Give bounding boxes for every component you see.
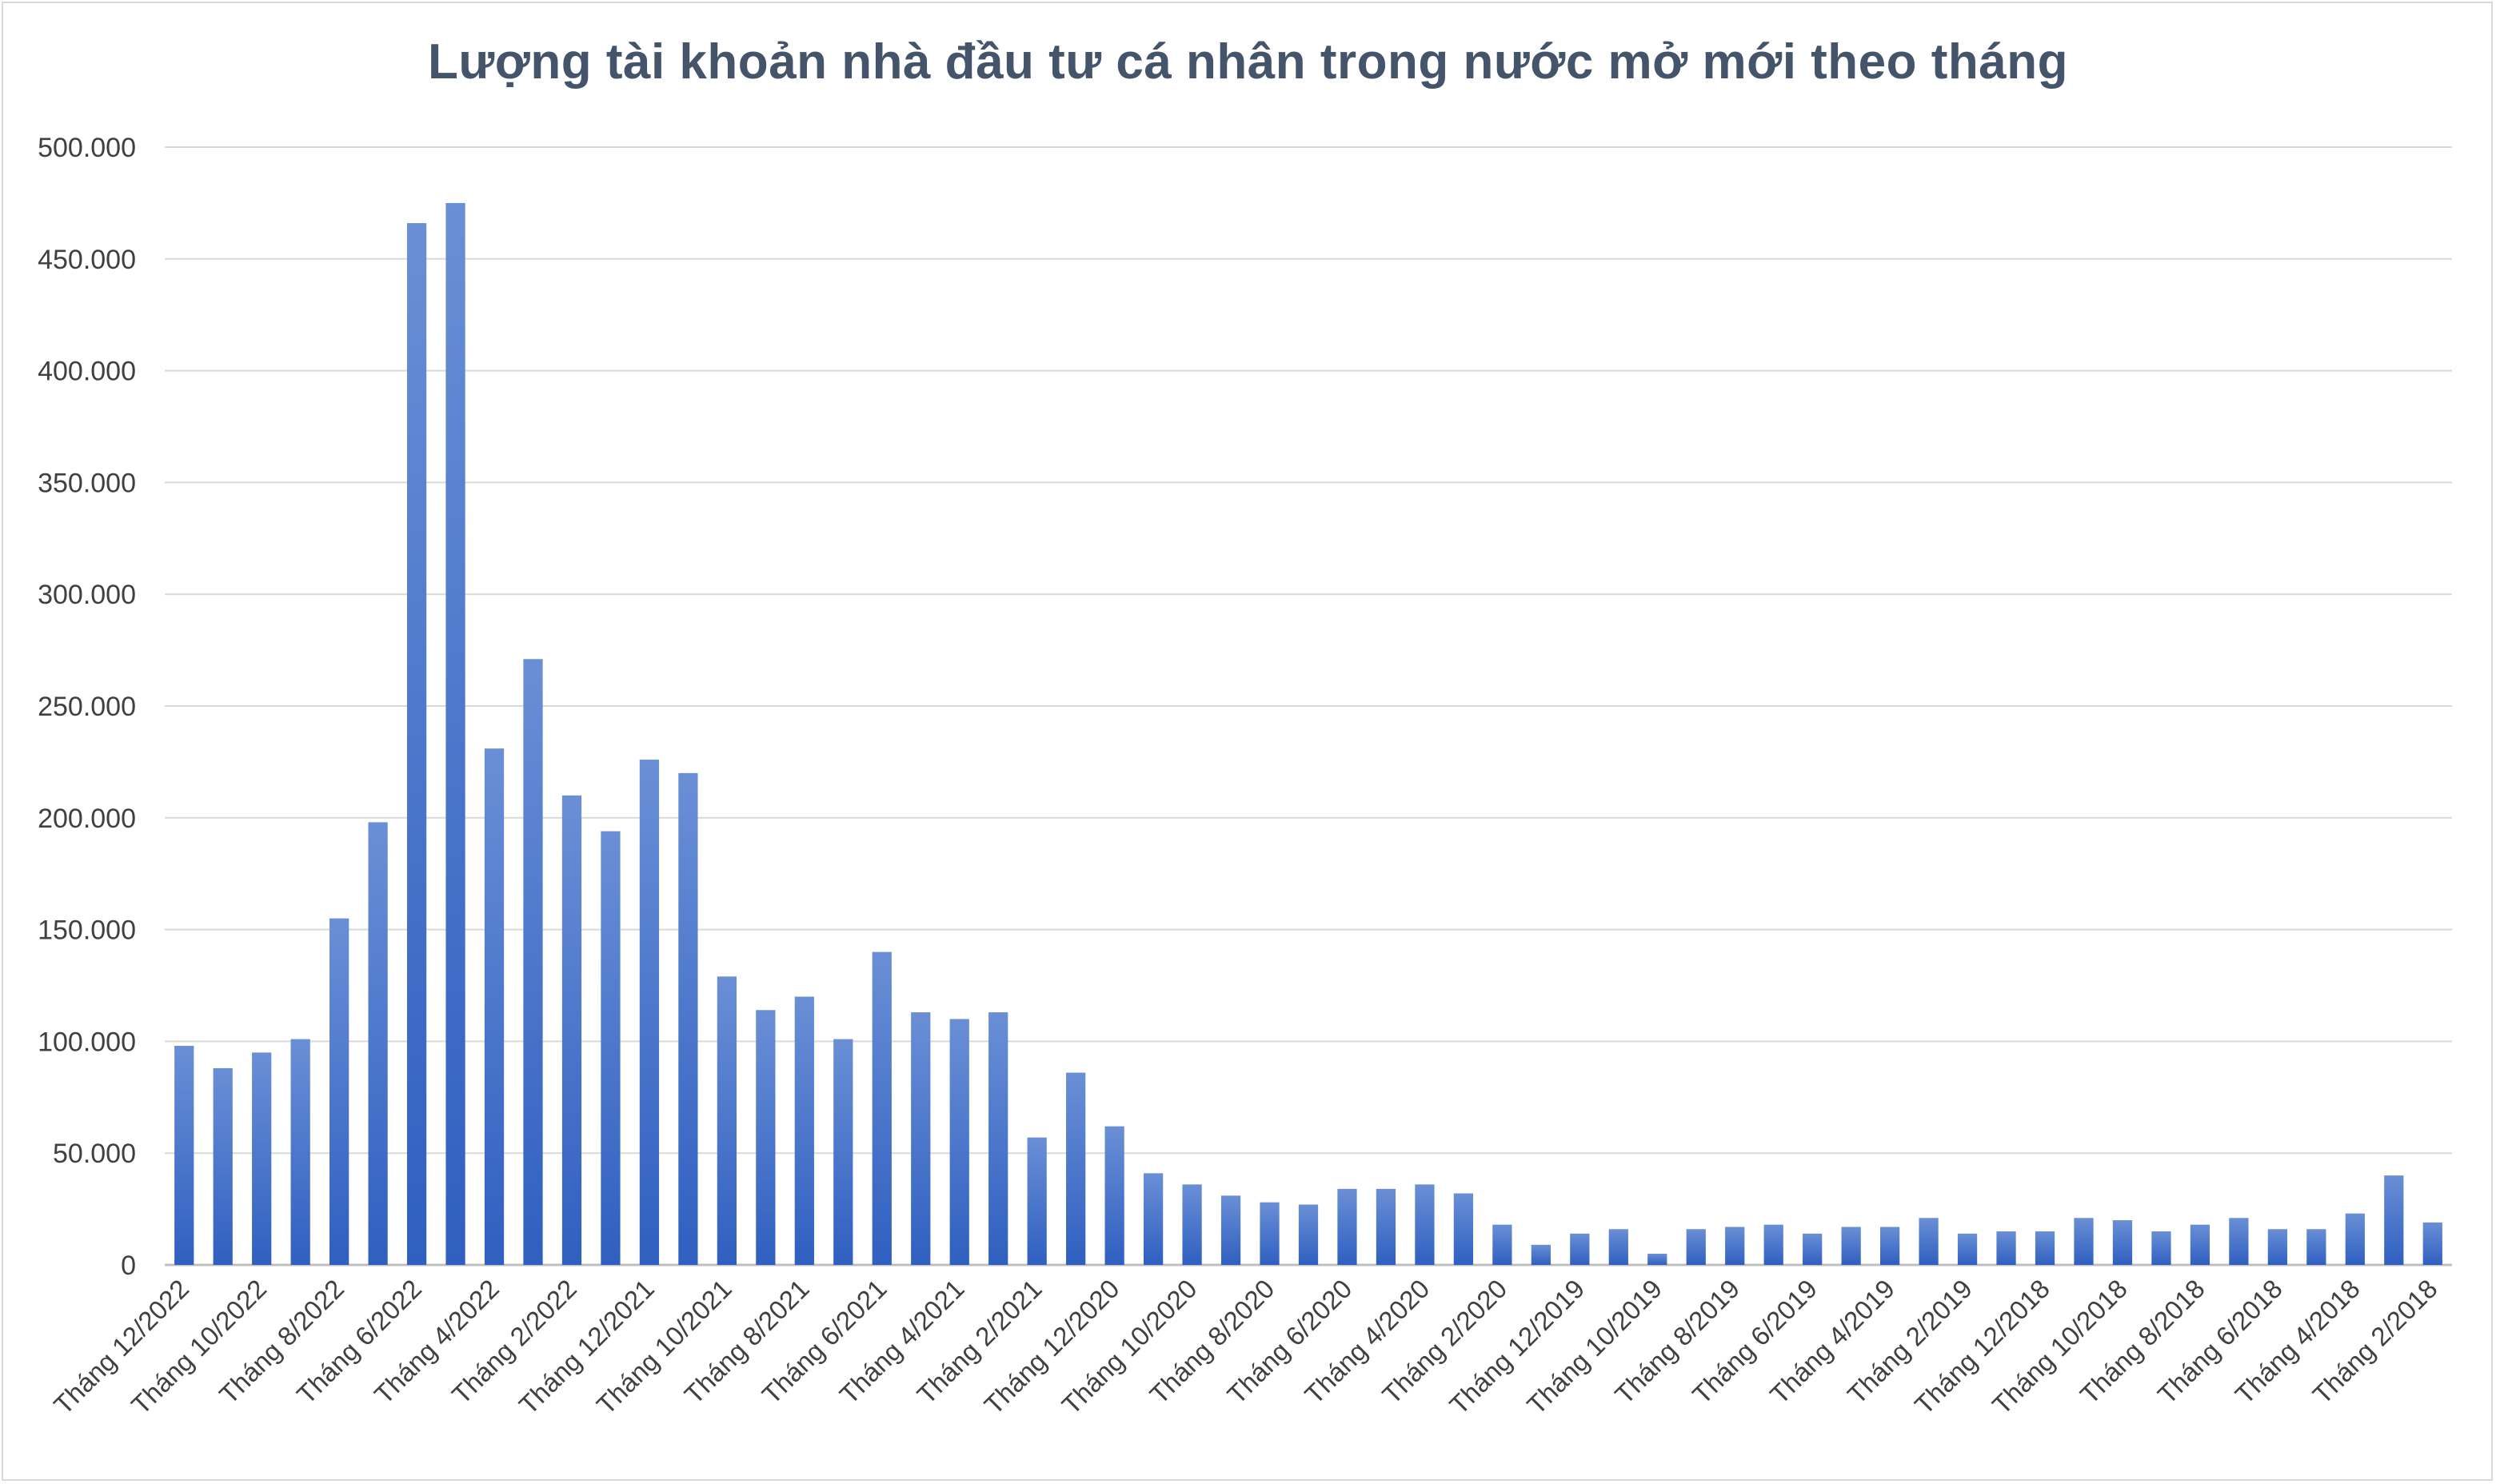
bar	[1957, 1233, 1978, 1265]
bar	[1608, 1229, 1628, 1265]
chart-title: Lượng tài khoản nhà đầu tư cá nhân trong…	[428, 34, 2068, 90]
bar	[406, 223, 427, 1266]
bar	[1220, 1195, 1241, 1265]
bar	[1570, 1233, 1590, 1265]
bar	[1104, 1126, 1124, 1265]
bar	[794, 996, 814, 1265]
y-tick-label: 400.000	[38, 357, 136, 387]
bar	[2035, 1231, 2055, 1265]
bar	[1260, 1202, 1280, 1265]
x-tick-label: Tháng 12/2018	[1909, 1274, 2055, 1420]
bar	[2422, 1222, 2442, 1265]
bar	[601, 831, 621, 1265]
bar	[1803, 1233, 1823, 1265]
bar	[2074, 1218, 2094, 1265]
bar	[1182, 1184, 1202, 1265]
y-tick-label: 250.000	[38, 692, 136, 722]
bar	[523, 659, 543, 1265]
bar	[1143, 1173, 1164, 1265]
bar	[561, 795, 582, 1265]
gridlines	[165, 146, 2452, 1267]
y-tick-label: 500.000	[38, 133, 136, 163]
x-tick-label: Tháng 12/2019	[1444, 1274, 1590, 1420]
bar	[678, 772, 698, 1265]
bar	[2267, 1229, 2287, 1265]
y-tick-label: 300.000	[38, 580, 136, 610]
y-tick-label: 50.000	[53, 1139, 136, 1169]
bar	[1415, 1184, 1435, 1265]
x-tick-label: Tháng 10/2019	[1521, 1274, 1667, 1420]
bar	[2190, 1224, 2210, 1265]
x-tick-label: Tháng 12/2022	[48, 1274, 194, 1420]
bar	[1686, 1229, 1706, 1265]
bar	[1919, 1218, 1939, 1265]
bar	[756, 1010, 776, 1265]
bar	[1996, 1231, 2016, 1265]
bar	[1841, 1227, 1861, 1265]
bar	[911, 1012, 931, 1265]
bar	[2384, 1175, 2404, 1265]
x-tick-label: Tháng 12/2021	[513, 1274, 660, 1420]
bar	[2306, 1229, 2326, 1265]
bar	[1066, 1072, 1086, 1265]
bar	[1725, 1227, 1745, 1265]
bar	[290, 1039, 310, 1265]
bar	[833, 1039, 853, 1265]
bar	[2345, 1213, 2365, 1265]
y-tick-label: 200.000	[38, 804, 136, 834]
bar	[2112, 1220, 2133, 1265]
bar	[174, 1045, 194, 1265]
bar	[1531, 1244, 1551, 1265]
y-tick-label: 100.000	[38, 1027, 136, 1057]
bar	[213, 1067, 233, 1265]
bar	[1376, 1188, 1396, 1265]
bar	[484, 748, 505, 1265]
bar	[1647, 1254, 1667, 1265]
bar	[445, 202, 465, 1265]
x-tick-label: Tháng 10/2020	[1056, 1274, 1202, 1420]
x-tick-label: Tháng 12/2020	[978, 1274, 1124, 1420]
bar	[1453, 1193, 1474, 1265]
y-axis-labels: 0 50.000 100.000 150.000 200.000 250.000 300.0…	[38, 133, 136, 1281]
y-tick-label: 450.000	[38, 245, 136, 275]
bar	[1298, 1204, 1319, 1265]
x-tick-label: Tháng 10/2022	[126, 1274, 272, 1420]
bar	[329, 918, 349, 1265]
bar	[717, 976, 737, 1265]
bar	[1492, 1224, 1512, 1265]
y-tick-label: 150.000	[38, 916, 136, 946]
x-tick-label: Tháng 10/2018	[1987, 1274, 2133, 1420]
bar	[639, 760, 660, 1265]
bar	[368, 822, 388, 1265]
bar	[1880, 1227, 1900, 1265]
bar	[988, 1012, 1008, 1265]
bar	[2151, 1231, 2171, 1265]
bar	[1027, 1137, 1047, 1265]
bars	[174, 202, 2442, 1266]
y-tick-label: 350.000	[38, 468, 136, 498]
bar	[872, 951, 892, 1265]
bar	[1763, 1224, 1783, 1265]
bar	[2229, 1218, 2249, 1265]
bar	[949, 1019, 969, 1265]
bar	[252, 1052, 272, 1265]
y-tick-label: 0	[121, 1251, 136, 1281]
bar	[1337, 1188, 1357, 1265]
x-tick-label: Tháng 10/2021	[591, 1274, 737, 1420]
